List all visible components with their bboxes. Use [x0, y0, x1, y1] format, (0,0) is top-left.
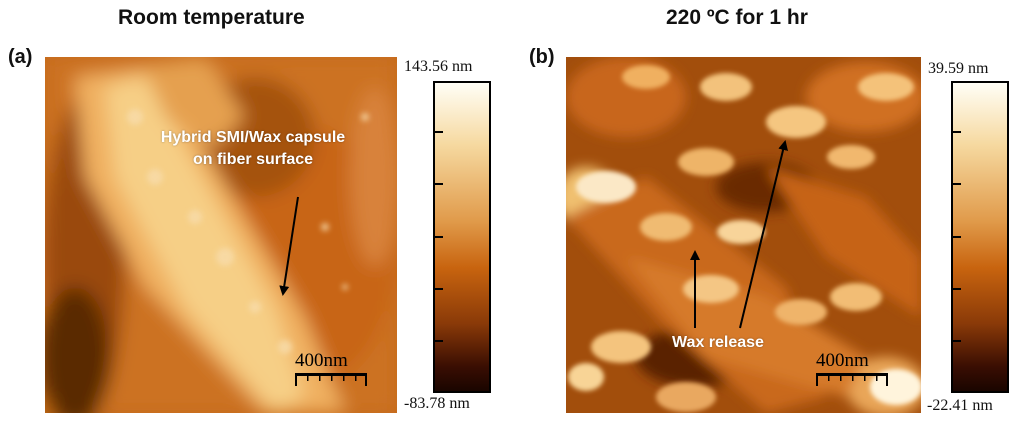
capsule-annotation-line1: Hybrid SMI/Wax capsule	[160, 129, 346, 146]
colorbar-a-min: -83.78 nm	[404, 395, 470, 412]
colorbar-a	[433, 81, 491, 393]
scale-bar-a	[295, 373, 367, 386]
colorbar-b-tick	[951, 236, 961, 238]
colorbar-b-tick	[951, 131, 961, 133]
panel-a-heading: Room temperature	[118, 6, 305, 29]
colorbar-b-tick	[951, 340, 961, 342]
colorbar-a-tick	[433, 340, 443, 342]
capsule-annotation-line2: on fiber surface	[192, 151, 314, 168]
afm-image-b: Wax release 400nm	[566, 57, 921, 413]
colorbar-b-tick	[951, 288, 961, 290]
scale-bar-label-b: 400nm	[816, 350, 869, 371]
panel-b-label: (b)	[529, 46, 555, 68]
scale-bar-label-a: 400nm	[295, 350, 348, 371]
colorbar-b	[951, 81, 1009, 393]
colorbar-a-max: 143.56 nm	[404, 58, 473, 75]
capsule-annotation: Hybrid SMI/Wax capsule on fiber surface	[153, 127, 353, 171]
panel-b-heading: 220 ºC for 1 hr	[666, 6, 808, 29]
colorbar-a-tick	[433, 288, 443, 290]
wax-release-annotation: Wax release	[672, 334, 764, 351]
panel-a-label: (a)	[8, 46, 33, 68]
afm-image-a: Hybrid SMI/Wax capsule on fiber surface …	[45, 57, 397, 413]
scale-bar-b	[816, 373, 888, 386]
colorbar-a-tick	[433, 236, 443, 238]
colorbar-a-tick	[433, 131, 443, 133]
colorbar-b-max: 39.59 nm	[928, 60, 989, 77]
colorbar-a-tick	[433, 183, 443, 185]
colorbar-b-tick	[951, 183, 961, 185]
colorbar-b-min: -22.41 nm	[927, 397, 993, 414]
